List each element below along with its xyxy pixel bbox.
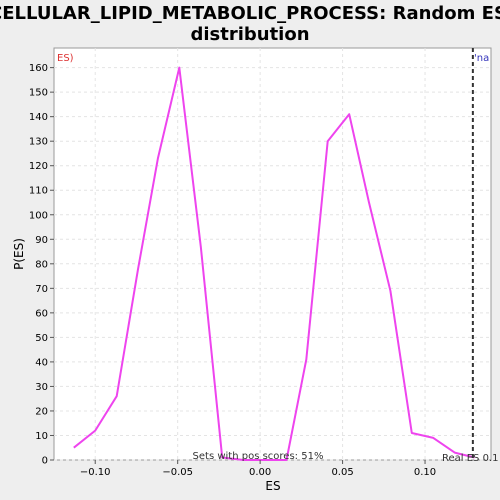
x-axis-ticks: −0.10 −0.05 0.00 0.05 0.10 bbox=[80, 460, 436, 478]
y-tick-label: 20 bbox=[35, 406, 48, 417]
y-tick-label: 70 bbox=[35, 284, 48, 295]
y-tick-label: 110 bbox=[29, 186, 48, 197]
y-tick-label: 130 bbox=[29, 137, 48, 148]
y-tick-label: 60 bbox=[35, 308, 48, 319]
x-tick-label: −0.10 bbox=[80, 467, 111, 478]
pos-scores-annotation: Sets with pos scores: 51% bbox=[193, 451, 324, 462]
x-tick-label: 0.05 bbox=[331, 467, 353, 478]
series-layer bbox=[73, 66, 475, 461]
real-es-annotation: Real ES 0.1 bbox=[442, 453, 498, 464]
y-axis-label: P(ES) bbox=[12, 238, 26, 270]
y-tick-label: 30 bbox=[35, 382, 48, 393]
x-tick-label: 0.10 bbox=[414, 467, 436, 478]
x-tick-label: 0.00 bbox=[249, 467, 271, 478]
x-tick-label: −0.05 bbox=[162, 467, 193, 478]
x-axis-label: ES bbox=[265, 479, 280, 493]
right-corner-annotation: 'na bbox=[474, 53, 489, 64]
y-tick-label: 160 bbox=[29, 63, 48, 74]
gridlines bbox=[54, 48, 491, 461]
y-tick-label: 40 bbox=[35, 357, 48, 368]
y-tick-label: 100 bbox=[29, 210, 48, 221]
y-axis-ticks: 0 10 20 30 40 50 60 70 80 90 100 110 120 130 140 150 160 bbox=[29, 63, 54, 467]
y-tick-label: 90 bbox=[35, 235, 48, 246]
y-tick-label: 10 bbox=[35, 431, 48, 442]
y-tick-label: 120 bbox=[29, 161, 48, 172]
y-tick-label: 150 bbox=[29, 88, 48, 99]
left-corner-annotation: ES) bbox=[57, 53, 74, 64]
y-tick-label: 0 bbox=[42, 456, 48, 467]
y-tick-label: 140 bbox=[29, 112, 48, 123]
es-distribution-line bbox=[73, 66, 475, 461]
y-tick-label: 80 bbox=[35, 259, 48, 270]
chart-title-line-2: distribution bbox=[190, 24, 309, 45]
y-tick-label: 50 bbox=[35, 333, 48, 344]
chart-title-line-1: CELLULAR_LIPID_METABOLIC_PROCESS: Random… bbox=[0, 3, 500, 24]
